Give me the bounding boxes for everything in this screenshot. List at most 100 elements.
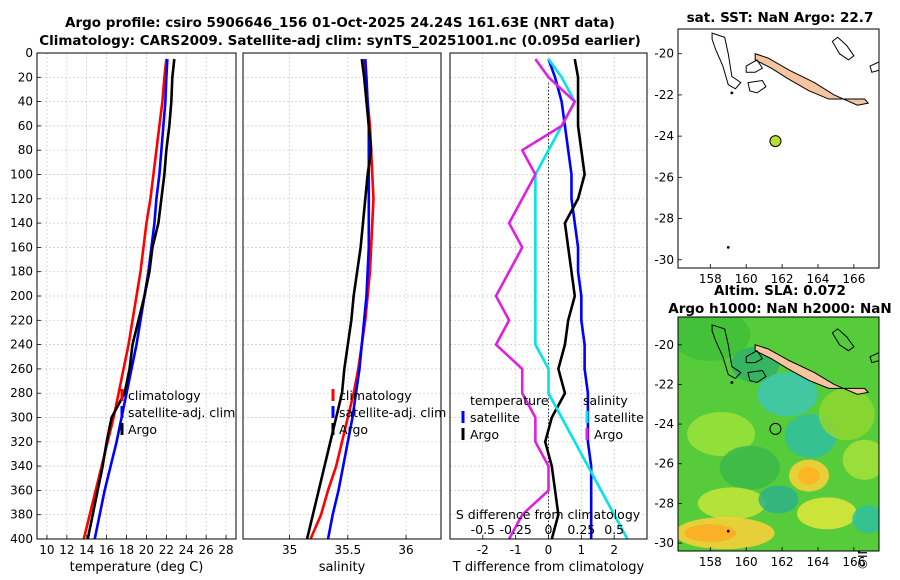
map-y-tick-label: -28 bbox=[654, 212, 674, 226]
y-tick-label: 280 bbox=[10, 386, 33, 400]
sla-anomaly-patch bbox=[678, 317, 751, 361]
y-tick-label: 380 bbox=[10, 508, 33, 522]
map-y-tick-label: -20 bbox=[654, 338, 674, 352]
sla-anomaly-patch bbox=[798, 466, 821, 485]
map-y-tick-label: -28 bbox=[654, 496, 674, 510]
legend-label: satellite-adj. clim bbox=[339, 405, 446, 420]
y-tick-label: 100 bbox=[10, 168, 33, 182]
coastline-islet bbox=[726, 529, 730, 533]
sla-anomaly-patch bbox=[818, 388, 875, 441]
y-tick-label: 180 bbox=[10, 265, 33, 279]
coastline-reef bbox=[745, 350, 764, 364]
x-tick-label: 28 bbox=[218, 543, 233, 557]
x-tick-label: 10 bbox=[39, 543, 54, 557]
legend-title-temperature: temperature bbox=[470, 393, 549, 408]
y-tick-label: 200 bbox=[10, 289, 33, 303]
y-tick-label: 320 bbox=[10, 435, 33, 449]
legend-label: Argo bbox=[339, 422, 368, 437]
y-tick-label: 140 bbox=[10, 216, 33, 230]
x-tick-label: 35 bbox=[282, 543, 297, 557]
x-tick-label: 2 bbox=[610, 543, 618, 557]
y-tick-label: 400 bbox=[10, 532, 33, 546]
x-tick-label: 24 bbox=[179, 543, 194, 557]
x-axis-label: temperature (deg C) bbox=[70, 560, 204, 575]
sla-anomaly-patch bbox=[697, 487, 766, 520]
coastline-reef bbox=[747, 370, 767, 383]
argo-float-marker bbox=[769, 422, 782, 435]
y-tick-label: 360 bbox=[10, 483, 33, 497]
coastline-reef bbox=[711, 32, 742, 90]
map-y-tick-label: -26 bbox=[654, 170, 674, 184]
legend-label: Argo bbox=[128, 422, 157, 437]
map-x-tick-label: 160 bbox=[735, 555, 758, 569]
legend-label: satellite bbox=[594, 410, 644, 425]
x-axis-label: T difference from climatology bbox=[452, 560, 645, 575]
x-axis-label: salinity bbox=[319, 560, 366, 575]
map-y-tick-label: -30 bbox=[654, 536, 674, 550]
sst-map-title: sat. SST: NaN Argo: 22.7 bbox=[686, 10, 874, 26]
map-content bbox=[711, 32, 879, 249]
y-tick-label: 80 bbox=[18, 143, 33, 157]
map-x-tick-label: 162 bbox=[771, 555, 794, 569]
sla-anomaly-patch bbox=[758, 485, 799, 514]
map-content bbox=[678, 317, 879, 551]
y-tick-label: 300 bbox=[10, 411, 33, 425]
map-x-tick-label: 158 bbox=[699, 272, 722, 286]
series-line-satellite bbox=[547, 58, 593, 539]
map-y-tick-label: -24 bbox=[654, 417, 674, 431]
sla-map-title-line1: Altim. SLA: 0.072 bbox=[714, 283, 846, 299]
x-tick-label: -1 bbox=[510, 543, 522, 557]
y-tick-label: 40 bbox=[18, 95, 33, 109]
y-tick-label: 120 bbox=[10, 192, 33, 206]
x-tick-label: 20 bbox=[139, 543, 154, 557]
coastline-islet bbox=[730, 381, 734, 384]
coastline-reef bbox=[831, 328, 855, 352]
map-x-tick-label: 166 bbox=[842, 272, 865, 286]
series-line-sal_satellite bbox=[534, 58, 629, 540]
x-tick-label: 1 bbox=[578, 543, 586, 557]
argo-float-marker bbox=[769, 135, 782, 148]
sla-anomaly-patch bbox=[687, 412, 756, 456]
y-tick-label: 60 bbox=[18, 119, 33, 133]
sla-map-title-line2: Argo h1000: NaN h2000: NaN bbox=[668, 301, 892, 317]
salinity-tick-label: 0 bbox=[545, 522, 553, 537]
map-sst_map: 158 160 162 164 166 -20 -22 -24 -26 -28 -30 bbox=[654, 28, 880, 286]
series-line-sal_argo bbox=[494, 58, 577, 540]
legend-label: Argo bbox=[594, 427, 623, 442]
panel-temperature: 10 12 14 16 18 20 22 24 26 2802040608010012014016… bbox=[10, 46, 237, 575]
x-tick-label: 14 bbox=[79, 543, 94, 557]
figure-title-line2: Climatology: CARS2009. Satellite-adj cli… bbox=[39, 33, 641, 49]
map-x-tick-label: 160 bbox=[735, 272, 758, 286]
salinity-tick-label: 0.25 bbox=[567, 522, 595, 537]
map-frame bbox=[677, 316, 880, 552]
series-line-argo bbox=[305, 58, 373, 540]
map-x-tick-label: 166 bbox=[842, 555, 865, 569]
salinity-tick-label: 0.5 bbox=[604, 522, 624, 537]
sla-anomaly-patch bbox=[684, 524, 737, 543]
coastline-reef bbox=[869, 352, 879, 364]
map-y-tick-label: -22 bbox=[654, 88, 674, 102]
legend-title-salinity: salinity bbox=[583, 393, 628, 408]
legend-label: satellite-adj. clim bbox=[128, 405, 235, 420]
legend-label: climatology bbox=[128, 388, 201, 403]
legend-label: satellite bbox=[470, 410, 520, 425]
map-y-tick-label: -26 bbox=[654, 457, 674, 471]
panel-salinity: 35 35.5 36 salinity climatology satellite-adj… bbox=[242, 52, 446, 575]
sla-anomaly-patch bbox=[842, 439, 879, 480]
x-tick-label: 12 bbox=[59, 543, 74, 557]
coastline-reef bbox=[745, 59, 764, 73]
series-line-argo bbox=[543, 58, 586, 540]
x-tick-label: 26 bbox=[199, 543, 214, 557]
y-tick-label: 0 bbox=[25, 46, 33, 60]
figure-title-line1: Argo profile: csiro 5906646_156 01-Oct-2… bbox=[65, 15, 615, 31]
x-tick-label: 22 bbox=[159, 543, 174, 557]
salinity-axis-label: S difference from climatology bbox=[456, 507, 641, 522]
sla-anomaly-patch bbox=[796, 497, 857, 530]
sla-anomaly-patch bbox=[852, 505, 879, 534]
map-y-tick-label: -30 bbox=[654, 253, 674, 267]
coastline-new-caledonia bbox=[754, 53, 870, 106]
coastline-islet bbox=[730, 91, 734, 95]
coastline-islet bbox=[726, 245, 730, 249]
sla-anomaly-patch bbox=[719, 445, 780, 490]
